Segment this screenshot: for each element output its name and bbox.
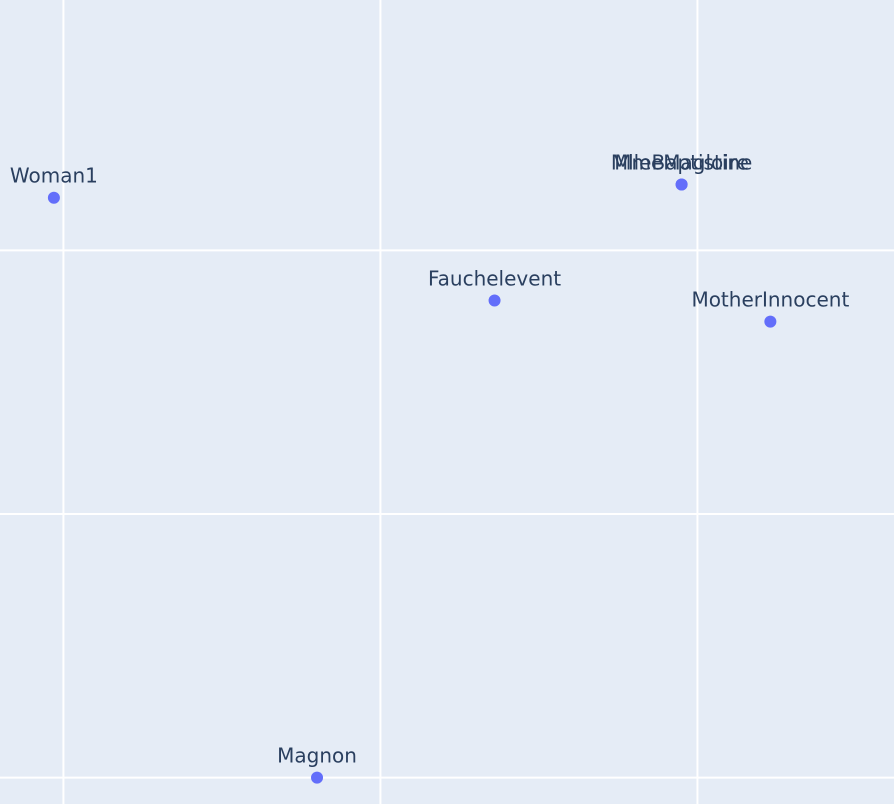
point-label: Magnon	[277, 744, 357, 768]
point-marker	[311, 771, 324, 784]
point-label: Fauchelevent	[428, 267, 561, 291]
point-marker	[675, 178, 688, 191]
point-label: MlleBaptistine	[611, 151, 753, 175]
point-label: MotherInnocent	[691, 288, 849, 312]
data-points	[47, 178, 777, 784]
point-marker	[47, 191, 60, 204]
point-label: MmeMagloire	[614, 151, 749, 175]
point-marker	[488, 294, 501, 307]
point-label: Woman1	[10, 164, 98, 188]
point-marker	[764, 315, 777, 328]
